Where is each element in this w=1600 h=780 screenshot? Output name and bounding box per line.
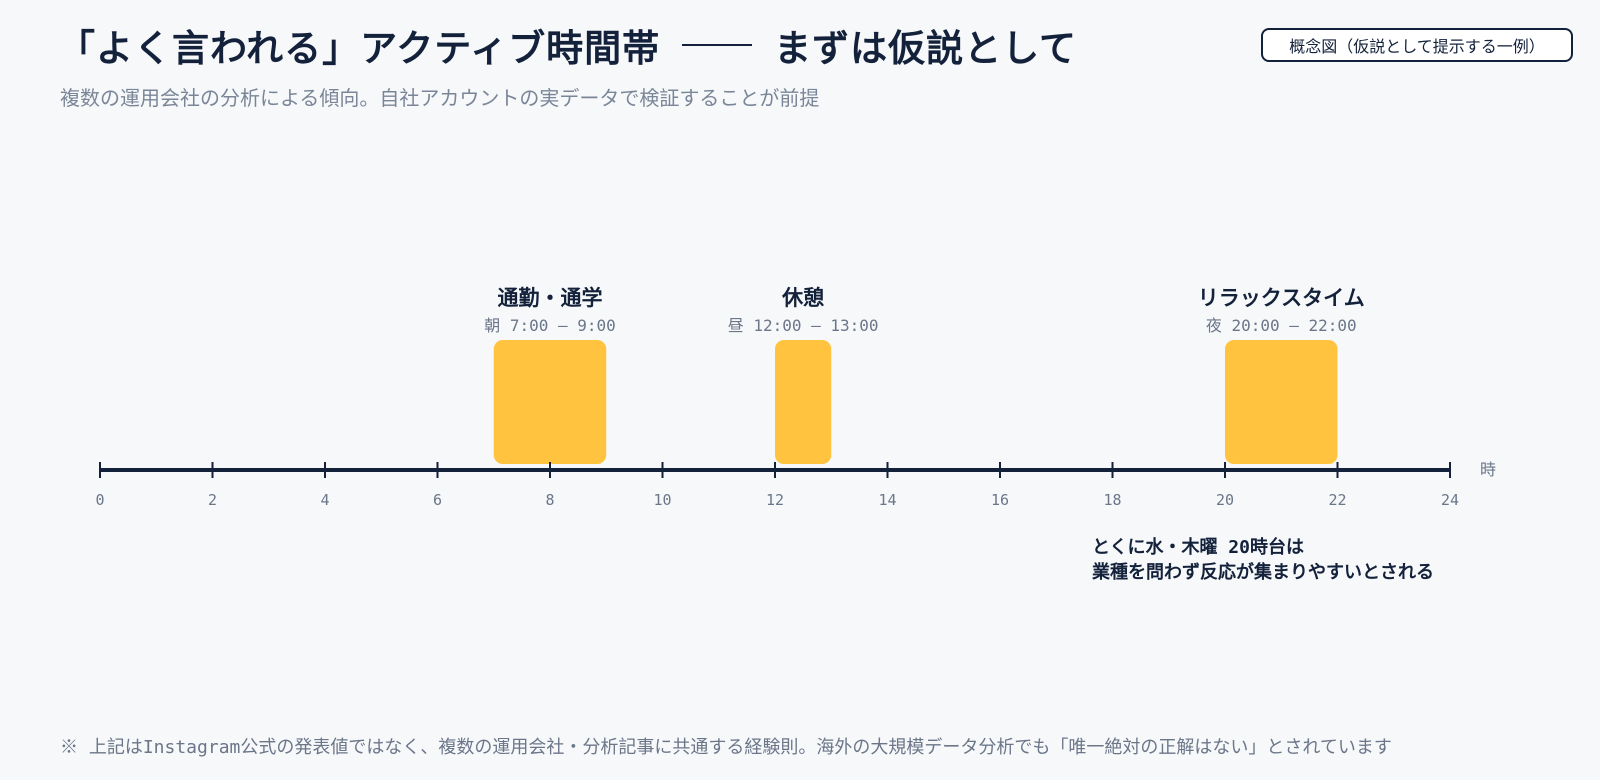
activity-block-1 [775, 340, 832, 464]
axis-tick-label-0: 0 [95, 491, 104, 509]
activity-time-label-2: 夜 20:00 – 22:00 [1206, 316, 1357, 335]
annotation-line-1: 業種を問わず反応が集まりやすいとされる [1091, 561, 1434, 583]
axis-tick-label-16: 16 [991, 491, 1009, 509]
activity-time-label-0: 朝 7:00 – 9:00 [484, 316, 616, 335]
axis-tick-label-6: 6 [433, 491, 442, 509]
axis-tick-label-22: 22 [1328, 491, 1346, 509]
activity-name-label-1: 休憩 [781, 286, 824, 310]
annotation-line-0: とくに水・木曜 20時台は [1092, 536, 1304, 558]
page-title: 「よく言われる」アクティブ時間帯 まずは仮説として [58, 18, 1077, 72]
axis-tick-label-2: 2 [208, 491, 217, 509]
title-main: 「よく言われる」アクティブ時間帯 [58, 27, 661, 70]
axis-unit-label: 時 [1480, 460, 1496, 479]
title-dash-divider [682, 44, 753, 46]
axis-tick-label-10: 10 [653, 491, 671, 509]
title-secondary: まずは仮説として [774, 27, 1077, 70]
axis-tick-label-12: 12 [766, 491, 784, 509]
axis-tick-label-14: 14 [878, 491, 896, 509]
activity-name-label-0: 通勤・通学 [498, 286, 603, 310]
footnote: ※ 上記はInstagram公式の発表値ではなく、複数の運用会社・分析記事に共通… [60, 737, 1392, 758]
axis-tick-label-24: 24 [1441, 491, 1459, 509]
axis-tick-label-20: 20 [1216, 491, 1234, 509]
activity-name-label-2: リラックスタイム [1198, 286, 1365, 310]
axis-tick-label-4: 4 [320, 491, 329, 509]
axis-tick-label-18: 18 [1103, 491, 1121, 509]
activity-block-0 [493, 340, 607, 464]
activity-time-label-1: 昼 12:00 – 13:00 [728, 316, 879, 335]
axis-tick-label-8: 8 [545, 491, 554, 509]
page-subtitle: 複数の運用会社の分析による傾向。自社アカウントの実データで検証することが前提 [60, 86, 820, 110]
activity-block-2 [1225, 340, 1338, 464]
concept-badge: 概念図（仮説として提示する一例） [1261, 28, 1573, 62]
